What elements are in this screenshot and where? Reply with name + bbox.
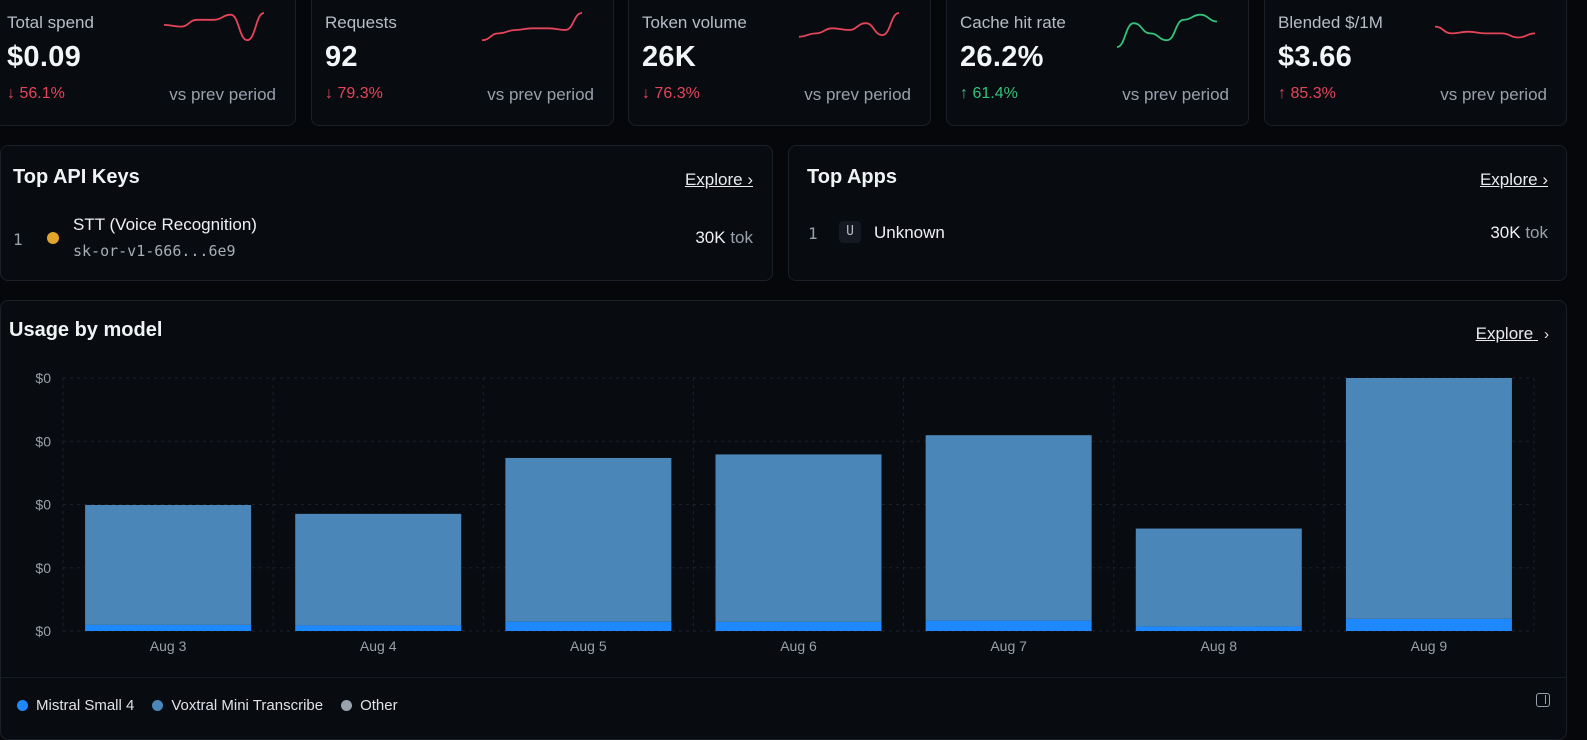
stat-value: 26.2%	[960, 41, 1044, 73]
top-api-keys-card: Top API Keys Explore › 1 STT (Voice Reco…	[0, 145, 773, 281]
sparkline-path	[1434, 25, 1536, 39]
stat-label: Requests	[325, 13, 397, 32]
stat-label: Blended $/1M	[1278, 13, 1383, 32]
bar-segment-mistral-small-4	[295, 625, 462, 631]
app-avatar: U	[839, 221, 861, 243]
sparkline	[481, 12, 583, 42]
api-key-id: sk-or-v1-666...6e9	[73, 242, 236, 260]
stat-value: $0.09	[7, 41, 82, 73]
y-tick-label: $0	[35, 370, 51, 386]
usage-title: Usage by model	[9, 319, 163, 341]
stat-card-token-volume: Token volume 26K ↓ 76.3% vs prev period	[628, 0, 931, 126]
sparkline-path	[481, 12, 583, 42]
sparkline	[163, 12, 265, 42]
api-key-name[interactable]: STT (Voice Recognition)	[73, 215, 257, 234]
legend-item[interactable]: Voxtral Mini Transcribe	[152, 697, 323, 714]
stat-comparison-label: vs prev period	[1122, 85, 1229, 104]
x-tick-label: Aug 7	[990, 638, 1027, 654]
sparkline-path	[1116, 13, 1218, 48]
legend-swatch-icon	[17, 700, 28, 711]
y-tick-label: $0	[35, 433, 51, 449]
chevron-right-icon: ›	[1544, 326, 1549, 343]
bar-segment-mistral-small-4	[715, 621, 882, 631]
stat-label: Token volume	[642, 13, 747, 32]
bar-segment-voxtral-mini-transcribe	[85, 505, 252, 625]
rank-number: 1	[808, 224, 818, 243]
app-name[interactable]: Unknown	[874, 223, 945, 242]
rank-number: 1	[13, 230, 23, 249]
usage-by-model-card: Usage by model Explore › $0 $0 $0 $0 $0 Aug 3…	[0, 300, 1567, 740]
bar-segment-mistral-small-4	[85, 624, 252, 631]
x-tick-label: Aug 6	[780, 638, 817, 654]
bar-segment-voxtral-mini-transcribe	[505, 457, 672, 622]
x-tick-label: Aug 5	[570, 638, 607, 654]
y-tick-label: $0	[35, 497, 51, 513]
sparkline-path	[798, 12, 900, 38]
stat-delta: ↑ 85.3%	[1278, 85, 1336, 102]
stat-delta: ↑ 61.4%	[960, 85, 1018, 102]
bar-segment-mistral-small-4	[1135, 626, 1302, 631]
stat-comparison-label: vs prev period	[487, 85, 594, 104]
panel-toggle-icon[interactable]	[1536, 693, 1550, 707]
usage-explore-link[interactable]: Explore ›	[1476, 324, 1549, 344]
x-tick-label: Aug 3	[150, 638, 187, 654]
top-apps-card: Top Apps Explore › 1 U Unknown 30K tok	[788, 145, 1567, 281]
legend-label: Voxtral Mini Transcribe	[171, 697, 324, 714]
stat-delta: ↓ 76.3%	[642, 85, 700, 102]
bar-segment-mistral-small-4	[1345, 618, 1512, 631]
sparkline-path	[163, 12, 265, 42]
stat-comparison-label: vs prev period	[804, 85, 911, 104]
usage-explore-label: Explore	[1475, 324, 1534, 343]
stat-label: Cache hit rate	[960, 13, 1066, 32]
sparkline	[798, 12, 900, 38]
y-tick-label: $0	[35, 623, 51, 639]
top-api-keys-explore-link[interactable]: Explore ›	[684, 170, 753, 189]
legend-label: Mistral Small 4	[36, 697, 135, 714]
stat-label: Total spend	[7, 13, 94, 32]
y-tick-label: $0	[35, 560, 51, 576]
bar-segment-voxtral-mini-transcribe	[925, 435, 1092, 621]
stat-card-total-spend: Total spend $0.09 ↓ 56.1% vs prev period	[0, 0, 296, 126]
bar-segment-voxtral-mini-transcribe	[295, 513, 462, 626]
stat-card-cache-hit-rate: Cache hit rate 26.2% ↑ 61.4% vs prev period	[946, 0, 1249, 126]
stat-card-blended-1m: Blended $/1M $3.66 ↑ 85.3% vs prev period	[1264, 0, 1567, 126]
bar-segment-voxtral-mini-transcribe	[1135, 528, 1302, 627]
top-apps-explore-link[interactable]: Explore ›	[1479, 170, 1548, 189]
top-api-keys-title: Top API Keys	[13, 166, 140, 188]
legend-item[interactable]: Other	[341, 697, 398, 714]
bar-segment-voxtral-mini-transcribe	[715, 454, 882, 622]
stat-delta: ↓ 79.3%	[325, 85, 383, 102]
stat-delta: ↓ 56.1%	[7, 85, 65, 102]
bar-segment-mistral-small-4	[505, 621, 672, 631]
usage-chart: $0 $0 $0 $0 $0 Aug 3 Aug 4 Aug 5 Aug 6 Aug 7 Aug 8…	[35, 370, 1535, 654]
stat-value: 26K	[642, 41, 697, 73]
sparkline	[1116, 13, 1218, 48]
x-tick-label: Aug 4	[360, 638, 397, 654]
stat-value: $3.66	[1278, 41, 1353, 73]
stat-comparison-label: vs prev period	[169, 85, 276, 104]
top-apps-title: Top Apps	[807, 166, 897, 188]
stat-card-requests: Requests 92 ↓ 79.3% vs prev period	[311, 0, 614, 126]
sparkline	[1434, 25, 1536, 39]
stat-comparison-label: vs prev period	[1440, 85, 1547, 104]
api-key-token-count: 30K tok	[695, 228, 753, 247]
x-tick-label: Aug 8	[1200, 638, 1237, 654]
legend-label: Other	[360, 697, 398, 714]
x-tick-label: Aug 9	[1411, 638, 1448, 654]
status-dot-icon	[47, 232, 59, 244]
stat-value: 92	[325, 41, 358, 73]
legend-swatch-icon	[341, 700, 353, 711]
bar-segment-mistral-small-4	[925, 620, 1092, 631]
app-token-count: 30K tok	[1490, 223, 1548, 242]
legend-item[interactable]: Mistral Small 4	[17, 697, 134, 714]
bar-segment-voxtral-mini-transcribe	[1345, 378, 1512, 619]
legend-swatch-icon	[152, 700, 164, 711]
chart-legend: Mistral Small 4 Voxtral Mini Transcribe Ot…	[17, 697, 398, 714]
divider	[1, 677, 1566, 678]
